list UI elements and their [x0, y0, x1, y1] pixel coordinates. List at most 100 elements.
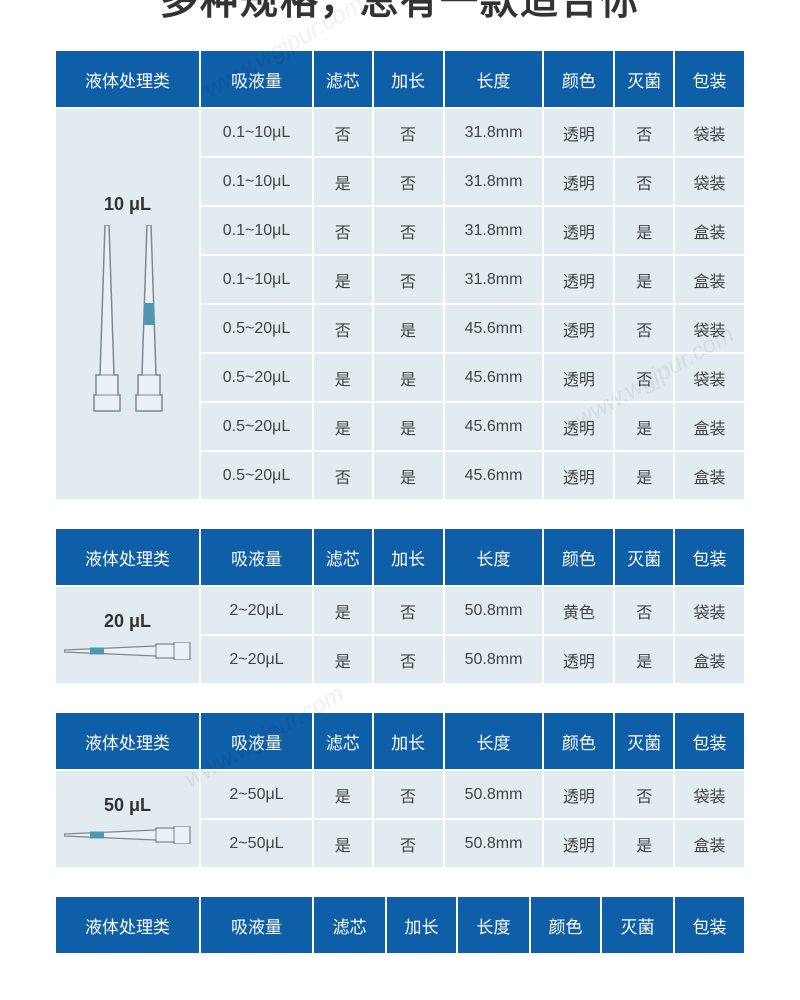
cell-sterile: 否: [615, 109, 673, 156]
type-label: 20 μL: [56, 611, 199, 632]
cell-filter: 否: [314, 305, 372, 352]
cell-pack: 盒装: [675, 256, 744, 303]
col-header-pack: 包装: [675, 713, 744, 769]
col-header-type: 液体处理类: [56, 529, 199, 585]
cell-sterile: 否: [615, 158, 673, 205]
cell-vol: 0.5~20μL: [201, 403, 312, 450]
cell-sterile: 是: [615, 820, 673, 867]
cell-vol: 0.1~10μL: [201, 256, 312, 303]
col-header-vol: 吸液量: [201, 713, 312, 769]
cell-filter: 是: [314, 820, 372, 867]
cell-pack: 盒装: [675, 820, 744, 867]
cell-length: 45.6mm: [445, 305, 543, 352]
cell-sterile: 是: [615, 207, 673, 254]
spec-table-0: 液体处理类吸液量滤芯加长长度颜色灭菌包装10 μL 0.1~10μL否否31.8…: [54, 49, 746, 501]
col-header-ext: 加长: [374, 529, 443, 585]
cell-sterile: 是: [615, 403, 673, 450]
cell-vol: 0.5~20μL: [201, 452, 312, 499]
type-label: 10 μL: [56, 194, 199, 215]
table-row: 10 μL 0.1~10μL否否31.8mm透明否袋装: [56, 109, 744, 156]
type-label: 50 μL: [56, 795, 199, 816]
page-title: 多种规格，总有一款适合你: [54, 0, 746, 25]
col-header-pack: 包装: [675, 51, 744, 107]
table-row: 20 μL 2~20μL是否50.8mm黄色否袋装: [56, 587, 744, 634]
cell-sterile: 是: [615, 256, 673, 303]
col-header-pack: 包装: [675, 897, 744, 953]
cell-ext: 否: [374, 771, 443, 818]
col-header-length: 长度: [445, 529, 543, 585]
col-header-ext: 加长: [374, 51, 443, 107]
cell-filter: 是: [314, 354, 372, 401]
col-header-filter: 滤芯: [314, 51, 372, 107]
col-header-length: 长度: [445, 713, 543, 769]
cell-ext: 否: [374, 207, 443, 254]
table-row: 50 μL 2~50μL是否50.8mm透明否袋装: [56, 771, 744, 818]
col-header-color: 颜色: [544, 51, 613, 107]
cell-length: 50.8mm: [445, 820, 543, 867]
cell-sterile: 否: [615, 354, 673, 401]
col-header-sterile: 灭菌: [615, 529, 673, 585]
cell-filter: 否: [314, 109, 372, 156]
spec-table-3: 液体处理类吸液量滤芯加长长度颜色灭菌包装: [54, 895, 746, 955]
cell-ext: 否: [374, 636, 443, 683]
col-header-type: 液体处理类: [56, 713, 199, 769]
col-header-pack: 包装: [675, 529, 744, 585]
cell-sterile: 是: [615, 452, 673, 499]
col-header-type: 液体处理类: [56, 897, 199, 953]
cell-color: 透明: [544, 256, 613, 303]
tables-container: 液体处理类吸液量滤芯加长长度颜色灭菌包装10 μL 0.1~10μL否否31.8…: [54, 49, 746, 955]
cell-color: 黄色: [544, 587, 613, 634]
cell-pack: 盒装: [675, 636, 744, 683]
cell-ext: 否: [374, 820, 443, 867]
cell-pack: 盒装: [675, 452, 744, 499]
col-header-type: 液体处理类: [56, 51, 199, 107]
tip-illustration-horizontal: [56, 826, 199, 844]
cell-filter: 是: [314, 636, 372, 683]
col-header-color: 颜色: [544, 529, 613, 585]
cell-filter: 是: [314, 771, 372, 818]
col-header-sterile: 灭菌: [602, 897, 673, 953]
cell-filter: 是: [314, 403, 372, 450]
cell-filter: 是: [314, 256, 372, 303]
cell-length: 50.8mm: [445, 636, 543, 683]
cell-ext: 否: [374, 158, 443, 205]
col-header-filter: 滤芯: [314, 529, 372, 585]
cell-vol: 2~50μL: [201, 771, 312, 818]
cell-vol: 2~20μL: [201, 587, 312, 634]
cell-length: 45.6mm: [445, 452, 543, 499]
col-header-filter: 滤芯: [314, 713, 372, 769]
cell-length: 31.8mm: [445, 109, 543, 156]
cell-vol: 0.5~20μL: [201, 305, 312, 352]
cell-vol: 0.1~10μL: [201, 207, 312, 254]
col-header-color: 颜色: [531, 897, 600, 953]
col-header-vol: 吸液量: [201, 897, 312, 953]
cell-pack: 袋装: [675, 771, 744, 818]
cell-length: 50.8mm: [445, 587, 543, 634]
col-header-color: 颜色: [544, 713, 613, 769]
cell-color: 透明: [544, 207, 613, 254]
tip-illustration-10ul: [56, 225, 199, 415]
cell-ext: 是: [374, 452, 443, 499]
col-header-vol: 吸液量: [201, 529, 312, 585]
cell-color: 透明: [544, 403, 613, 450]
cell-color: 透明: [544, 305, 613, 352]
col-header-ext: 加长: [387, 897, 456, 953]
col-header-length: 长度: [458, 897, 529, 953]
cell-length: 31.8mm: [445, 158, 543, 205]
tip-illustration-horizontal: [56, 642, 199, 660]
cell-color: 透明: [544, 452, 613, 499]
col-header-filter: 滤芯: [314, 897, 385, 953]
cell-ext: 是: [374, 305, 443, 352]
cell-ext: 是: [374, 354, 443, 401]
cell-ext: 否: [374, 109, 443, 156]
spec-table-1: 液体处理类吸液量滤芯加长长度颜色灭菌包装20 μL 2~20μL是否50.8mm…: [54, 527, 746, 685]
cell-filter: 否: [314, 207, 372, 254]
cell-vol: 0.1~10μL: [201, 109, 312, 156]
cell-filter: 是: [314, 587, 372, 634]
cell-length: 31.8mm: [445, 207, 543, 254]
cell-sterile: 否: [615, 305, 673, 352]
cell-color: 透明: [544, 158, 613, 205]
spec-table-2: 液体处理类吸液量滤芯加长长度颜色灭菌包装50 μL 2~50μL是否50.8mm…: [54, 711, 746, 869]
cell-vol: 0.5~20μL: [201, 354, 312, 401]
cell-length: 45.6mm: [445, 403, 543, 450]
